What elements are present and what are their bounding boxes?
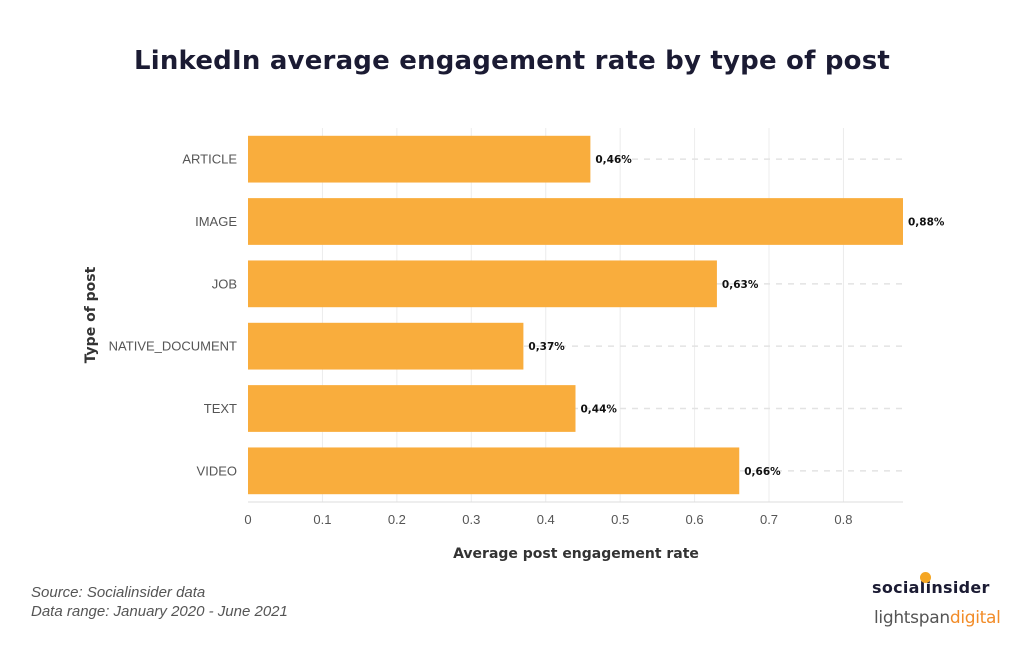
x-axis-ticks: 0 0.1 0.2 0.3 0.4 0.5 0.6 0.7 0.8 (244, 512, 852, 527)
category-labels: ARTICLE IMAGE JOB NATIVE_DOCUMENT TEXT VIDEO (109, 152, 238, 479)
socialinsider-logo: socialinsider (872, 578, 990, 597)
y-axis-label: Type of post (83, 266, 99, 363)
bars (248, 135, 903, 495)
x-tick-label: 0 (244, 512, 251, 527)
lightspan-logo-text: lightspan (874, 608, 950, 628)
x-tick-label: 0.8 (834, 512, 852, 527)
gridlines (248, 128, 903, 503)
chart-footer: Source: Socialinsider data Data range: J… (31, 583, 288, 621)
x-tick-label: 0.3 (462, 512, 480, 527)
bar-image (248, 198, 903, 245)
date-range-note: Data range: January 2020 - June 2021 (31, 603, 288, 620)
bar-article (248, 135, 591, 183)
bar-video (248, 447, 740, 495)
data-label: 0,63% (722, 279, 759, 291)
lightspan-digital-logo: lightspandigital (874, 608, 1001, 628)
category-label: ARTICLE (182, 152, 237, 167)
x-tick-label: 0.2 (388, 512, 406, 527)
x-tick-label: 0.4 (537, 512, 555, 527)
category-label: NATIVE_DOCUMENT (109, 339, 237, 354)
socialinsider-logo-dot (920, 572, 931, 583)
category-label: TEXT (204, 401, 237, 416)
data-labels: 0,46% 0,88% 0,63% 0,37% 0,44% 0,66% (528, 154, 945, 478)
source-note: Source: Socialinsider data (31, 584, 206, 601)
bar-native-document (248, 322, 524, 370)
bar-text (248, 385, 576, 432)
data-label: 0,46% (595, 154, 632, 166)
bar-job (248, 260, 717, 308)
x-tick-label: 0.6 (686, 512, 704, 527)
category-label: JOB (212, 276, 237, 291)
x-tick-label: 0.5 (611, 512, 629, 527)
x-axis-label: Average post engagement rate (453, 546, 699, 562)
lightspan-logo-accent: digital (949, 608, 1001, 628)
data-label: 0,37% (528, 341, 565, 353)
data-label: 0,66% (744, 466, 781, 478)
chart-title: LinkedIn average engagement rate by type… (133, 46, 891, 76)
x-tick-label: 0.1 (313, 512, 331, 527)
data-label: 0,88% (908, 217, 945, 229)
category-label: IMAGE (195, 214, 237, 229)
category-label: VIDEO (197, 463, 237, 478)
x-tick-label: 0.7 (760, 512, 778, 527)
data-label: 0,44% (581, 404, 618, 416)
